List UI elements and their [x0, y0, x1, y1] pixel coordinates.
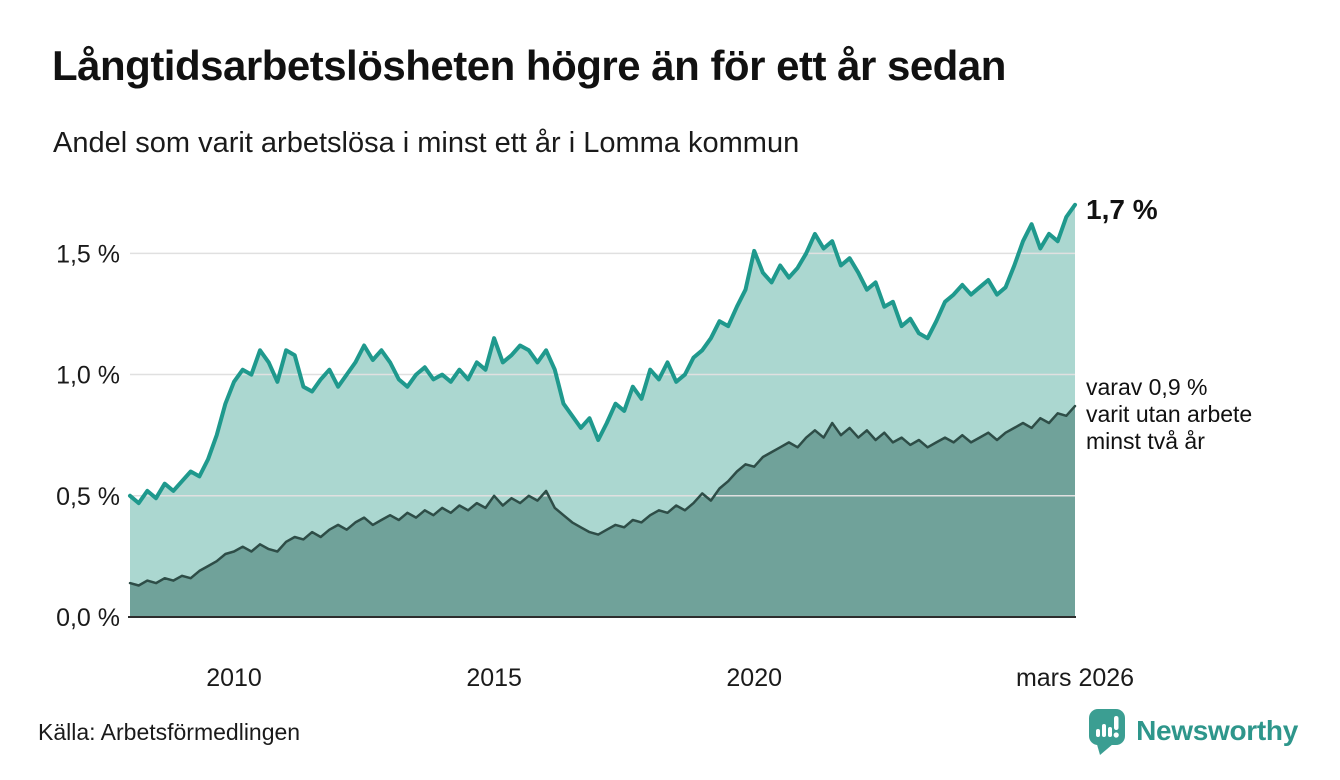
secondary-annotation-line3: minst två år [1086, 428, 1205, 454]
y-axis-tick-label: 1,5 % [56, 240, 120, 268]
latest-value-label: 1,7 % [1086, 194, 1158, 225]
source-attribution: Källa: Arbetsförmedlingen [38, 719, 301, 745]
y-axis-tick-label: 1,0 % [56, 362, 120, 390]
line-series-1 [128, 202, 1077, 506]
x-axis-tick-label: mars 2026 [1016, 664, 1134, 692]
y-axis-tick-label: 0,5 % [56, 483, 120, 511]
line-series-2 [128, 404, 1077, 587]
page-title: Långtidsarbetslösheten högre än för ett … [52, 42, 1006, 89]
x-axis-tick-label: 2020 [726, 664, 782, 692]
area-series-2 [130, 406, 1075, 617]
y-axis-tick-label: 0,0 % [56, 604, 120, 632]
secondary-annotation-line1: varav 0,9 % [1086, 374, 1208, 400]
x-axis-tick-label: 2010 [206, 664, 262, 692]
x-axis-tick-label: 2015 [466, 664, 522, 692]
brand-wordmark: Newsworthy [1136, 715, 1298, 746]
newsworthy-bar-chart-icon [1089, 709, 1126, 755]
secondary-series-annotation: varav 0,9 % varit utan arbete minst två … [1086, 374, 1252, 455]
secondary-annotation-line2: varit utan arbete [1086, 401, 1253, 427]
newsworthy-logo: Newsworthy [1087, 706, 1298, 756]
chart-subtitle: Andel som varit arbetslösa i minst ett å… [53, 127, 800, 159]
